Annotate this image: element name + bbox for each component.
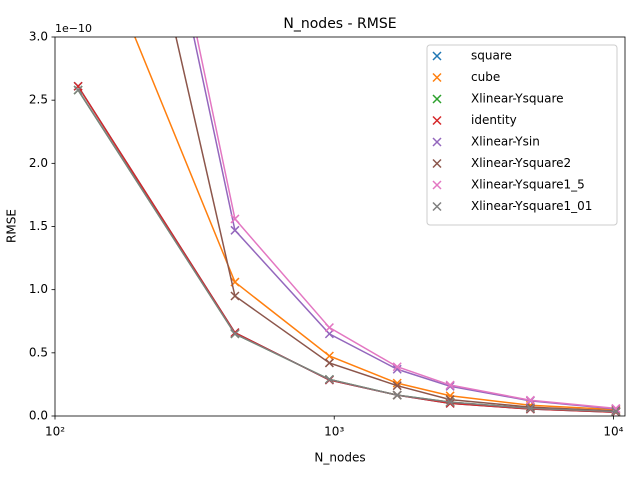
data-point bbox=[230, 329, 240, 339]
legend-marker bbox=[432, 201, 442, 212]
chart-title: N_nodes - RMSE bbox=[283, 16, 396, 32]
data-point bbox=[445, 397, 455, 407]
data-point bbox=[392, 390, 402, 400]
data-point bbox=[230, 225, 240, 235]
legend-label: Xlinear-Ysquare1_01 bbox=[471, 199, 592, 213]
legend-label: cube bbox=[471, 70, 500, 84]
y-tick-label: 2.0 bbox=[29, 156, 48, 170]
data-point bbox=[525, 402, 535, 412]
legend-marker bbox=[432, 158, 442, 169]
x-tick-label: 10⁴ bbox=[603, 425, 623, 439]
data-point bbox=[324, 374, 334, 384]
data-point bbox=[445, 398, 455, 408]
data-point bbox=[324, 323, 334, 333]
legend-marker bbox=[432, 72, 442, 83]
x-tick-label: 10² bbox=[45, 425, 65, 439]
y-tick-label: 0.0 bbox=[29, 409, 48, 423]
y-tick-label: 2.5 bbox=[29, 93, 48, 107]
legend-label: square bbox=[471, 49, 512, 63]
data-point bbox=[73, 81, 83, 91]
legend-marker bbox=[432, 94, 442, 104]
y-tick-label: 3.0 bbox=[29, 30, 48, 44]
legend-marker bbox=[432, 51, 442, 61]
data-point bbox=[525, 395, 535, 405]
data-point bbox=[73, 85, 83, 95]
data-point bbox=[525, 403, 535, 413]
data-point bbox=[611, 407, 621, 416]
legend-label: Xlinear-Ysin bbox=[471, 135, 540, 149]
legend-label: Xlinear-Ysquare1_5 bbox=[471, 178, 585, 192]
y-offset-label: 1e−10 bbox=[55, 22, 92, 35]
x-axis-label: N_nodes bbox=[314, 451, 365, 465]
data-point bbox=[392, 381, 402, 391]
data-point bbox=[392, 362, 402, 372]
y-tick-label: 0.5 bbox=[29, 345, 48, 359]
y-tick-label: 1.5 bbox=[29, 219, 48, 233]
x-tick-label: 10³ bbox=[324, 425, 344, 439]
y-tick-label: 1.0 bbox=[29, 282, 48, 296]
data-point bbox=[230, 214, 240, 224]
data-point bbox=[230, 291, 240, 301]
legend-marker bbox=[432, 115, 442, 126]
data-point bbox=[392, 364, 402, 374]
legend-marker bbox=[432, 137, 442, 147]
data-point bbox=[324, 351, 334, 361]
y-axis-label: RMSE bbox=[5, 209, 19, 243]
legend-label: identity bbox=[471, 113, 517, 127]
data-point bbox=[445, 380, 455, 390]
legend-label: Xlinear-Ysquare2 bbox=[471, 156, 571, 170]
plot-area bbox=[73, 37, 621, 416]
legend-box bbox=[426, 44, 618, 226]
legend-marker bbox=[432, 180, 442, 190]
legend-label: Xlinear-Ysquare bbox=[471, 92, 564, 106]
data-point bbox=[324, 358, 334, 368]
